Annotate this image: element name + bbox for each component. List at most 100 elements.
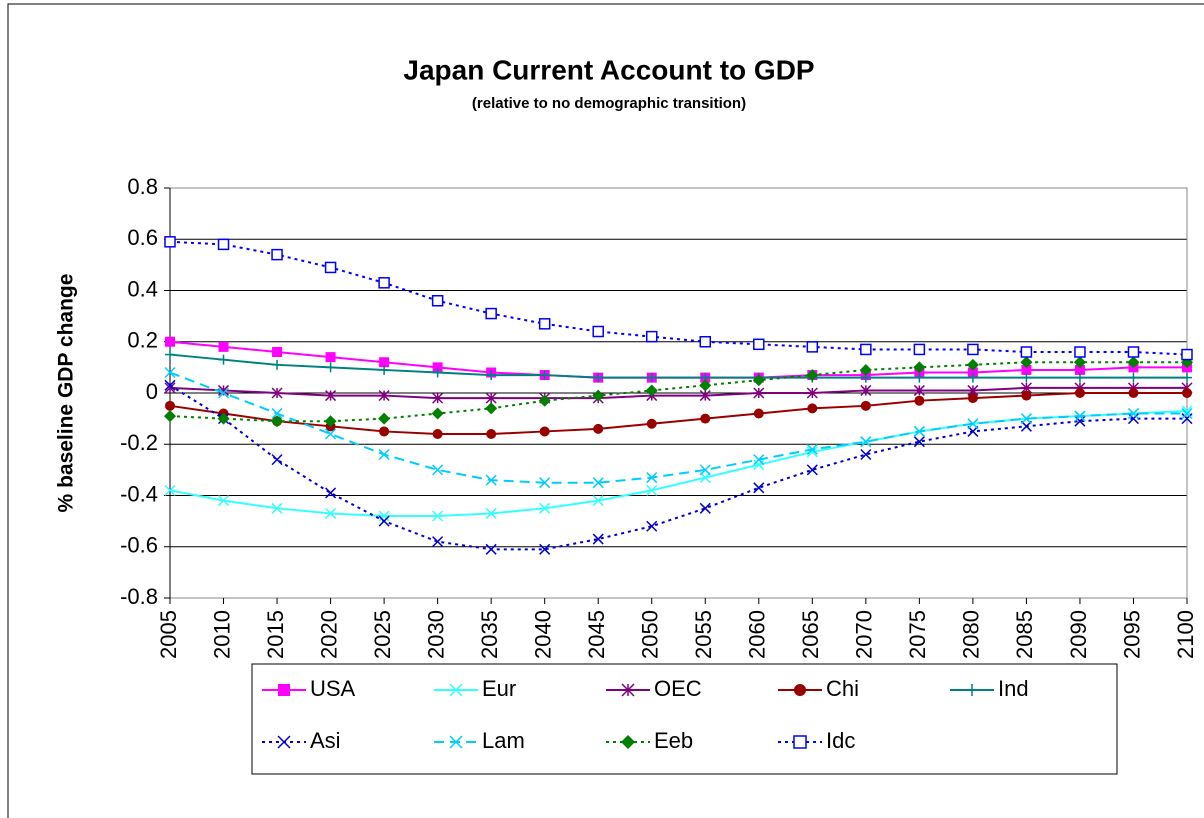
data-point-stroke [913,436,925,448]
data-point-shape [379,357,390,368]
data-point [1182,388,1192,398]
data-point [593,423,604,434]
data-point [592,477,604,489]
x-tick-label: 2095 [1119,610,1144,659]
y-tick-label: 0.2 [127,328,158,353]
data-point [593,372,604,383]
data-point [860,343,872,356]
data-point-shape [485,402,498,415]
y-tick-label: 0.8 [127,174,158,199]
data-point-stroke [432,510,444,522]
data-point [700,413,711,424]
data-point [646,418,657,429]
legend-marker-stroke [449,683,463,697]
data-point-stroke [806,464,818,476]
data-point [646,484,658,496]
data-point-stroke [646,472,658,484]
data-point-shape [1021,364,1032,375]
data-point [806,443,818,455]
data-point [325,390,337,402]
data-point [432,392,444,404]
data-point-shape [218,341,229,352]
data-point-shape [1020,356,1033,369]
data-point-shape [645,330,658,343]
data-point [967,393,978,404]
legend-marker [277,735,291,749]
data-point [324,261,337,274]
data-point [592,325,604,338]
data-point-shape [592,389,605,402]
data-point-shape [271,248,283,261]
data-point [378,390,390,402]
chart-subtitle: (relative to no demographic transition) [472,95,746,112]
data-point [753,408,764,419]
data-point-stroke [271,454,283,466]
data-point-shape [1074,388,1085,398]
legend-label: Chi [826,676,859,701]
data-point-shape [164,236,176,248]
data-point-shape [1127,346,1140,358]
data-point [325,487,337,499]
y-tick-label: -0.8 [120,584,158,609]
legend-marker [966,684,978,696]
data-point-shape [164,410,176,423]
data-point [1181,348,1193,361]
legend-marker-shape [621,735,635,749]
data-point [485,474,497,486]
data-point [1127,346,1140,358]
data-point [218,341,229,352]
data-point-stroke [432,464,444,476]
data-point-shape [753,338,765,351]
data-point [646,472,658,484]
data-point [271,387,283,399]
data-point-stroke [539,477,551,489]
data-point [753,387,765,399]
legend-label: Lam [482,728,525,753]
legend-label: Eur [482,676,516,701]
legend-marker [449,683,463,697]
data-point-stroke [806,446,818,458]
data-point [485,402,498,415]
legend-marker-shape [793,735,807,749]
data-point-stroke [378,510,390,522]
data-point-shape [966,358,979,371]
data-point [217,412,230,425]
data-point [913,384,925,396]
x-tick-label: 2080 [959,610,984,659]
data-point [379,426,390,437]
legend-marker [621,735,635,749]
data-point [165,336,175,347]
data-point-stroke [860,448,872,461]
data-point [486,370,497,381]
data-point-stroke [1181,407,1193,420]
data-point-shape [272,347,283,357]
data-point-shape [1128,388,1139,398]
data-point [913,425,925,437]
data-point-shape [165,336,175,347]
data-point [165,349,175,360]
data-point [806,369,819,382]
data-point [1074,388,1085,398]
x-tick-label: 2065 [798,610,823,659]
data-point [432,464,444,476]
data-point [967,372,978,383]
data-point-stroke [325,428,337,440]
data-point [1181,413,1193,425]
data-point [217,387,230,399]
series-line [169,240,1188,356]
data-point [271,415,284,428]
y-tick-label: 0.6 [127,225,158,250]
series-line [169,384,1187,551]
data-point [1181,407,1193,420]
data-point-stroke [699,502,711,514]
data-point [378,448,390,461]
data-point-shape [378,412,391,425]
x-tick-label: 2070 [852,610,877,659]
data-point-stroke [485,507,497,519]
data-point-stroke [753,454,765,466]
data-point [431,295,444,307]
data-point [538,318,551,330]
data-point [164,236,176,248]
data-point [1074,410,1086,422]
series-line [169,353,1187,379]
